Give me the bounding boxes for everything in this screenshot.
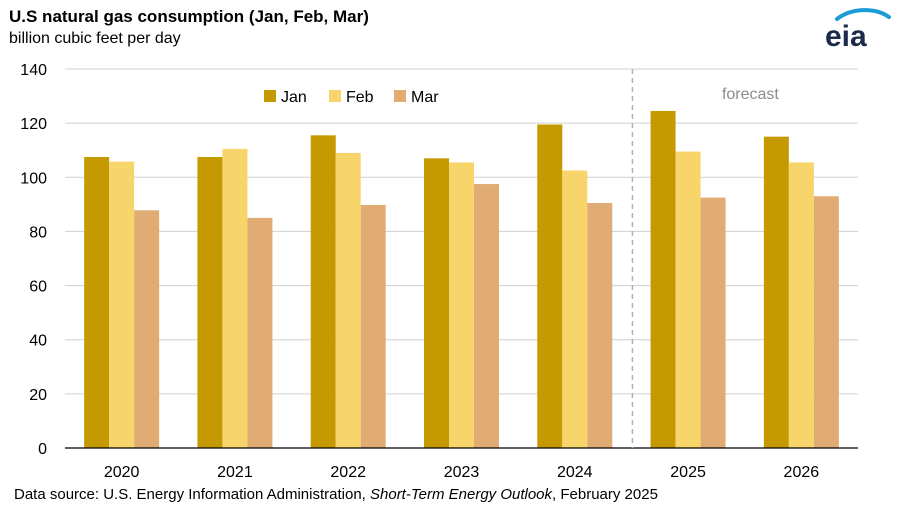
bar-mar-2020 [134, 210, 160, 448]
bar-feb-2024 [562, 170, 588, 448]
bar-feb-2022 [335, 152, 361, 448]
y-tick-label: 80 [29, 224, 47, 241]
bars [84, 110, 839, 449]
legend-swatch-feb [329, 90, 341, 102]
forecast-label: forecast [722, 86, 779, 103]
bar-mar-2025 [700, 197, 726, 448]
x-tick-label: 2025 [670, 464, 706, 481]
bar-jan-2021 [197, 156, 223, 448]
y-tick-label: 60 [29, 279, 47, 296]
source-title: Short-Term Energy Outlook [370, 486, 553, 503]
x-tick-label: 2024 [557, 464, 593, 481]
bar-mar-2023 [474, 184, 499, 448]
x-tick-label: 2022 [330, 464, 366, 481]
y-tick-label: 100 [20, 170, 47, 187]
x-tick-label: 2020 [104, 464, 140, 481]
source-prefix: Data source: U.S. Energy Information Adm… [14, 486, 370, 503]
bar-jan-2023 [424, 158, 449, 449]
x-tick-label: 2026 [784, 464, 820, 481]
bar-mar-2022 [360, 204, 386, 448]
y-tick-label: 20 [29, 387, 47, 404]
legend-label-feb: Feb [346, 89, 374, 106]
bar-jan-2022 [310, 135, 336, 448]
x-tick-label: 2023 [444, 464, 480, 481]
bar-feb-2026 [788, 162, 814, 448]
legend-label-mar: Mar [411, 89, 439, 106]
bar-feb-2021 [222, 148, 248, 448]
bar-feb-2020 [109, 161, 135, 448]
bar-mar-2024 [587, 203, 613, 448]
legend: Jan Feb Mar [264, 89, 439, 106]
bar-jan-2024 [537, 124, 563, 448]
y-tick-label: 40 [29, 333, 47, 350]
source-suffix: , February 2025 [552, 486, 658, 503]
y-tick-label: 0 [38, 441, 47, 458]
bar-jan-2026 [763, 136, 789, 448]
legend-swatch-jan [264, 90, 276, 102]
axes: 0 20 40 60 80 100 120 140 2020 2021 2022 2023 2024 20… [20, 62, 858, 481]
chart-title: U.S natural gas consumption (Jan, Feb, M… [9, 7, 369, 26]
bar-feb-2025 [675, 151, 701, 448]
bar-feb-2023 [449, 162, 474, 448]
bar-jan-2020 [84, 156, 110, 448]
bar-jan-2025 [650, 110, 676, 448]
logo-text: eia [825, 20, 867, 52]
data-source-note: Data source: U.S. Energy Information Adm… [14, 486, 658, 503]
eia-logo-icon: eia [825, 8, 891, 52]
legend-label-jan: Jan [281, 89, 307, 106]
legend-swatch-mar [394, 90, 406, 102]
y-tick-label: 140 [20, 62, 47, 79]
chart-subtitle: billion cubic feet per day [9, 30, 181, 47]
bar-mar-2021 [247, 217, 273, 448]
bar-mar-2026 [813, 196, 839, 448]
y-tick-label: 120 [20, 116, 47, 133]
x-tick-label: 2021 [217, 464, 253, 481]
